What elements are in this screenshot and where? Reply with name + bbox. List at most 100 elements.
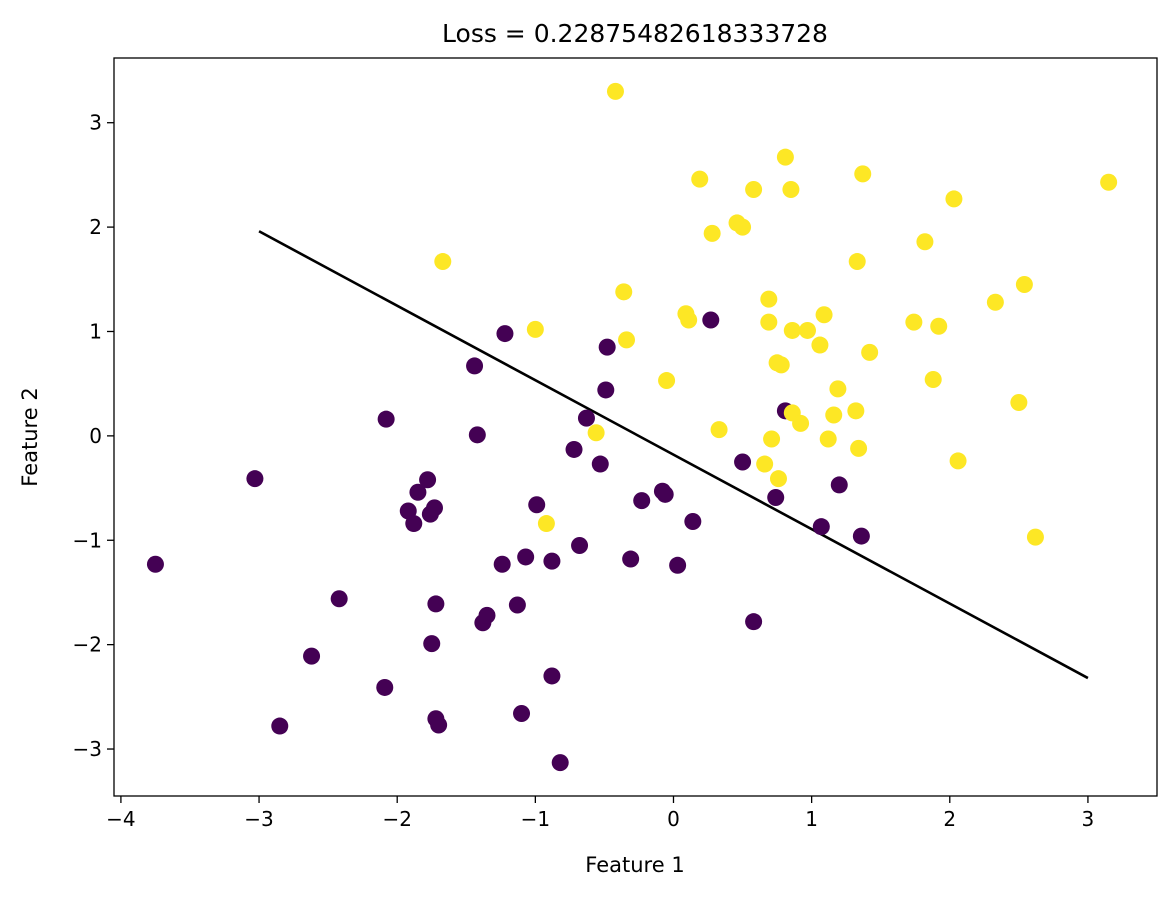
class-0-point (745, 613, 763, 631)
class-0-point (478, 606, 496, 624)
class-0-point (852, 527, 870, 545)
class-0-point (684, 512, 702, 530)
class-0-point (376, 678, 394, 696)
class-0-point (669, 556, 687, 574)
class-1-point (772, 356, 790, 374)
class-1-point (798, 321, 816, 339)
class-0-point (508, 596, 526, 614)
class-1-point (1015, 276, 1033, 294)
class-0-point (271, 717, 289, 735)
class-0-point (303, 647, 321, 665)
class-0-point (468, 426, 486, 444)
class-1-point (537, 515, 555, 533)
class-1-point (924, 371, 942, 389)
class-1-point (734, 218, 752, 236)
class-1-point (703, 224, 721, 242)
class-0-point (551, 754, 569, 772)
class-1-point (782, 181, 800, 199)
class-1-point (1010, 393, 1028, 411)
plot-area: −4 −3 −2 −1 0 1 2 3 −3 −2 −1 0 1 2 3 (73, 57, 1158, 831)
class-0-point (419, 471, 437, 489)
class-0-point (571, 536, 589, 554)
class-1-point (861, 343, 879, 361)
class-0-point (702, 311, 720, 329)
class-0-point (543, 552, 561, 570)
class-0-point (591, 455, 609, 473)
class-0-point (543, 667, 561, 685)
x-tick-label: 3 (1082, 807, 1095, 831)
class-1-point (783, 321, 801, 339)
class-1-point (756, 455, 774, 473)
decision-boundary-line (258, 230, 1089, 680)
class-0-point (597, 381, 615, 399)
class-0-point (430, 716, 448, 734)
class-1-point (434, 253, 452, 271)
class-1-point (615, 283, 633, 301)
class-1-point (825, 406, 843, 424)
x-tick-label: −1 (521, 807, 550, 831)
class-1-point (606, 82, 624, 100)
class-1-point (986, 293, 1004, 311)
y-axis-label: Feature 2 (18, 387, 42, 486)
class-1-point (815, 306, 833, 324)
class-0-point (423, 635, 441, 653)
class-0-point (330, 590, 348, 608)
class-1-point (587, 424, 605, 442)
y-tick-label: 0 (89, 424, 102, 448)
class-0-point (466, 357, 484, 375)
x-axis-label: Feature 1 (585, 853, 684, 877)
class-1-point (680, 311, 698, 329)
class-1-point (776, 148, 794, 166)
class-0-point (246, 470, 264, 488)
class-1-point (745, 181, 763, 199)
axes-frame (113, 57, 1158, 797)
x-tick-label: 2 (943, 807, 956, 831)
class-1-point (847, 402, 865, 420)
class-1-point (811, 336, 829, 354)
class-0-point (493, 555, 511, 573)
class-0-point (830, 476, 848, 494)
class-0-point (405, 515, 423, 533)
y-tick-label: 1 (89, 319, 102, 343)
class-1-point (848, 253, 866, 271)
class-0-point (633, 492, 651, 510)
class-0-point (734, 453, 752, 471)
class-1-point (1026, 528, 1044, 546)
x-tick-label: −2 (382, 807, 411, 831)
class-1-point (769, 470, 787, 488)
class-0-point (517, 548, 535, 566)
class-0-point (496, 325, 514, 343)
class-1-point (1100, 173, 1118, 191)
class-0-point (528, 496, 546, 514)
class-0-point (146, 555, 164, 573)
y-tick-label: 2 (89, 215, 102, 239)
class-1-point (691, 170, 709, 188)
class-1-point (819, 430, 837, 448)
class-1-point (916, 233, 934, 251)
x-tick-label: −4 (106, 807, 135, 831)
class-1-point (854, 165, 872, 183)
class-1-point (658, 372, 676, 390)
y-tick-label: −1 (73, 528, 102, 552)
class-0-point (427, 595, 445, 613)
x-tick-label: −3 (244, 807, 273, 831)
y-tick-label: −3 (73, 737, 102, 761)
class-1-point (905, 313, 923, 331)
class-0-point (622, 550, 640, 568)
ticks: −4 −3 −2 −1 0 1 2 3 −3 −2 −1 0 1 2 3 (73, 111, 1095, 831)
class-1-point (829, 380, 847, 398)
class-0-point (409, 483, 427, 501)
class-1-point (930, 317, 948, 335)
class-0-point (598, 338, 616, 356)
class-0-point (377, 410, 395, 428)
class-0-point (656, 485, 674, 503)
scatter-points (146, 82, 1118, 772)
x-tick-label: 0 (667, 807, 680, 831)
class-1-point (760, 313, 778, 331)
class-1-point (850, 439, 868, 457)
class-1-point (618, 331, 636, 349)
class-0-point (425, 499, 443, 517)
class-1-point (710, 421, 728, 439)
x-tick-label: 1 (805, 807, 818, 831)
